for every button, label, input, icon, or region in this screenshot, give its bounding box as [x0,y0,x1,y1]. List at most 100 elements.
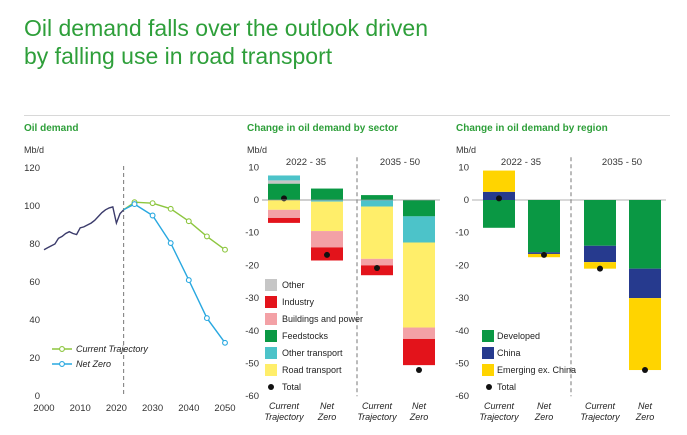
legend-label: Feedstocks [282,331,329,341]
category-label-word: Current [484,401,515,411]
data-point-current_trajectory [167,205,174,212]
y-unit-oil-demand: Mb/d [24,145,44,155]
data-point-net_zero [222,339,228,346]
y-tick-label: 0 [35,391,40,402]
y-tick-label: -40 [245,326,259,337]
legend-label: Other [282,280,305,290]
legend-marker-net_zero [59,361,65,367]
category-label-word: Net [320,401,335,411]
page-title: Oil demand falls over the outlook driven… [24,14,664,70]
legend-swatch-emerging_ex_china [482,364,494,376]
category-label-word: Net [638,401,653,411]
category-label: Net Zero [409,401,429,422]
bar-segment-industry [268,217,300,223]
bar-segment-industry [403,338,435,366]
total-marker [496,195,502,202]
category-label-word: Trajectory [479,412,519,422]
category-label: Current Trajectory [479,401,519,422]
legend-swatch-other [265,279,277,291]
legend-label: Buildings and power [282,314,363,324]
total-marker [374,265,380,272]
data-point-net_zero [149,212,156,219]
panel-title-oil-demand: Oil demand [24,123,78,134]
category-label: Current Trajectory [580,401,620,422]
y-tick-label: 10 [248,162,259,173]
bar-segment-other_transport [403,216,435,243]
legend-swatch-feedstocks [265,330,277,342]
total-marker [597,265,603,272]
data-point-current_trajectory [222,246,228,253]
y-tick-label: 0 [254,195,259,206]
bar-segment-emerging_ex_china [584,262,616,269]
category-label-word: Trajectory [357,412,397,422]
legend-label: Road transport [282,365,342,375]
legend-label: Total [497,382,516,392]
x-tick-label: 2000 [33,403,54,414]
legend-label-current_trajectory: Current Trajectory [76,344,148,354]
legend-swatch-other_transport [265,347,277,359]
y-tick-label: 10 [458,162,469,173]
legend-swatch-china [482,347,494,359]
data-point-net_zero [167,240,174,247]
bar-segment-buildings_and_power [311,231,343,248]
total-marker [541,251,547,258]
bar-segment-feedstocks [361,195,393,200]
series-line-history [43,206,125,251]
category-label-word: Trajectory [264,412,304,422]
x-tick-label: 2020 [106,403,127,414]
category-label: Net Zero [317,401,337,422]
bar-segment-road_transport [311,201,343,232]
y-tick-label: -20 [245,260,259,271]
category-label-word: Current [269,401,300,411]
category-label: Net Zero [635,401,655,422]
data-point-net_zero [131,201,138,208]
bar-segment-developed [528,200,560,253]
category-label-word: Current [362,401,393,411]
y-tick-label: 60 [29,277,40,288]
legend-swatch-road_transport [265,364,277,376]
bar-segment-feedstocks [403,200,435,217]
y-tick-label: -10 [245,228,259,239]
y-tick-label: -30 [245,293,259,304]
y-tick-label: 120 [24,163,40,174]
period-label: 2022 - 35 [286,157,326,168]
bar-segment-china [629,268,661,299]
bar-segment-road_transport [268,200,300,210]
category-label: Current Trajectory [357,401,397,422]
legend-marker-current_trajectory [59,346,65,352]
x-tick-label: 2030 [142,403,163,414]
x-tick-label: 2040 [178,403,199,414]
title-line-2: by falling use in road transport [24,43,333,69]
legend-label: Developed [497,331,540,341]
legend-label: China [497,348,521,358]
category-label-word: Zero [317,412,337,422]
y-tick-label: 40 [29,315,40,326]
bar-segment-buildings_and_power [361,258,393,266]
bar-segment-buildings_and_power [403,327,435,339]
legend-label: Emerging ex. China [497,365,576,375]
category-label-word: Zero [409,412,429,422]
data-point-current_trajectory [149,200,156,207]
category-label-word: Zero [635,412,655,422]
y-tick-label: -50 [455,359,469,370]
legend-label: Industry [282,297,315,307]
y-tick-label: 100 [24,201,40,212]
data-point-net_zero [185,277,192,284]
data-point-current_trajectory [185,218,192,225]
category-label-word: Zero [534,412,554,422]
total-marker [324,251,330,258]
y-tick-label: -50 [245,359,259,370]
period-label: 2035 - 50 [380,157,420,168]
legend-label: Other transport [282,348,343,358]
data-point-net_zero [203,315,210,322]
total-marker [642,367,648,374]
bar-segment-buildings_and_power [268,209,300,218]
legend-marker-total [268,384,274,390]
data-point-current_trajectory [203,233,210,240]
y-tick-label: -20 [455,260,469,271]
x-tick-label: 2050 [214,403,235,414]
title-line-1: Oil demand falls over the outlook driven [24,15,428,41]
y-tick-label: 0 [464,195,469,206]
bar-segment-china [584,245,616,263]
